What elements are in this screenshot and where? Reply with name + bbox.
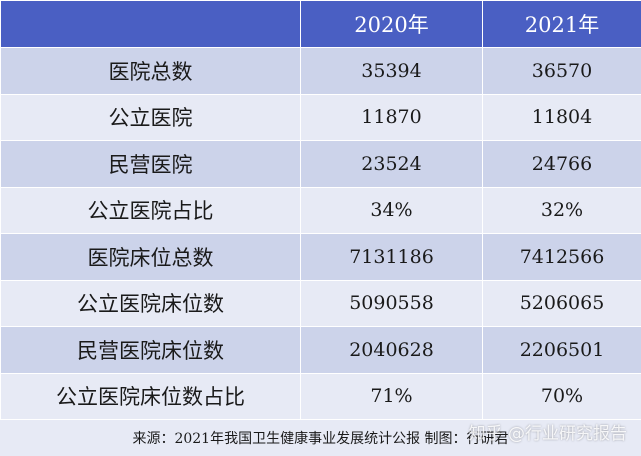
value-2021: 2206501: [482, 326, 641, 374]
row-label: 医院总数: [0, 47, 301, 95]
value-2020: 71%: [300, 372, 483, 420]
value-2021: 11804: [482, 93, 641, 141]
value-2021: 70%: [482, 372, 641, 420]
header-2021: 2021年: [482, 0, 641, 48]
value-2020: 23524: [300, 140, 483, 188]
value-2021: 32%: [482, 186, 641, 234]
value-2021: 5206065: [482, 279, 641, 327]
row-label: 公立医院: [0, 93, 301, 141]
header-2020: 2020年: [300, 0, 483, 48]
table-row: 医院床位总数 7131186 7412566: [0, 233, 641, 281]
table-row: 民营医院床位数 2040628 2206501: [0, 326, 641, 374]
table-row: 医院总数 35394 36570: [0, 47, 641, 95]
value-2020: 11870: [300, 93, 483, 141]
row-label: 公立医院床位数占比: [0, 372, 301, 420]
table-row: 公立医院 11870 11804: [0, 93, 641, 141]
table-row: 民营医院 23524 24766: [0, 140, 641, 188]
value-2021: 7412566: [482, 233, 641, 281]
value-2020: 35394: [300, 47, 483, 95]
row-label: 民营医院床位数: [0, 326, 301, 374]
row-label: 公立医院占比: [0, 186, 301, 234]
row-label: 公立医院床位数: [0, 279, 301, 327]
value-2020: 34%: [300, 186, 483, 234]
row-label: 民营医院: [0, 140, 301, 188]
value-2020: 2040628: [300, 326, 483, 374]
hospital-stats-table: 2020年 2021年 医院总数 35394 36570 公立医院 11870 …: [0, 0, 641, 420]
table-header-row: 2020年 2021年: [0, 0, 641, 48]
header-empty-cell: [0, 0, 301, 48]
table-row: 公立医院床位数占比 71% 70%: [0, 372, 641, 420]
value-2021: 36570: [482, 47, 641, 95]
value-2020: 5090558: [300, 279, 483, 327]
table-row: 公立医院占比 34% 32%: [0, 186, 641, 234]
value-2020: 7131186: [300, 233, 483, 281]
table-row: 公立医院床位数 5090558 5206065: [0, 279, 641, 327]
source-note: 来源：2021年我国卫生健康事业发展统计公报 制图：行研君: [0, 420, 641, 456]
row-label: 医院床位总数: [0, 233, 301, 281]
value-2021: 24766: [482, 140, 641, 188]
